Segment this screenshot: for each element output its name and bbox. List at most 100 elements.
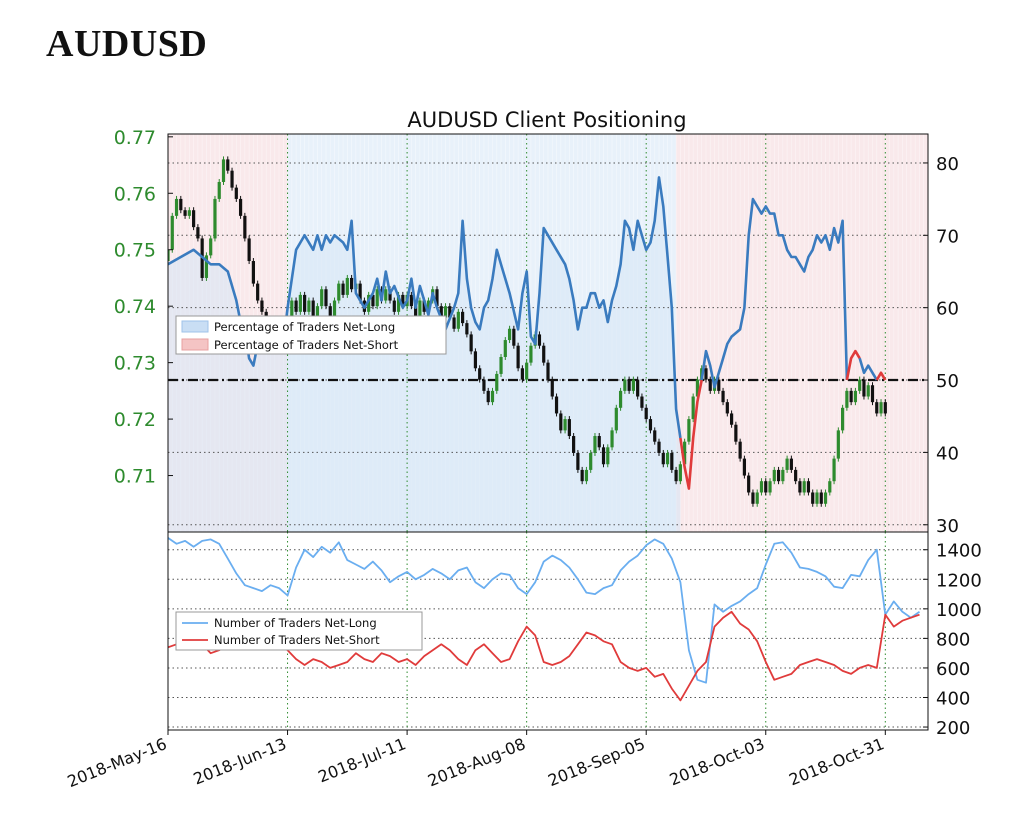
candle-body <box>401 294 405 307</box>
candle-body <box>738 441 742 459</box>
candle-body <box>234 187 238 199</box>
candle-body <box>759 481 764 493</box>
candle-body <box>866 385 870 397</box>
candle-body <box>653 430 657 442</box>
candle-body <box>478 368 482 380</box>
legend-label-net-long: Percentage of Traders Net-Long <box>214 320 395 334</box>
candle-body <box>324 289 328 307</box>
candle-body <box>734 424 738 442</box>
candle-body <box>567 419 571 437</box>
candle-body <box>503 340 507 357</box>
candle-body <box>665 452 670 465</box>
net-long-percentage-line <box>858 357 878 381</box>
candle-body <box>781 469 785 482</box>
candle-body <box>448 306 452 318</box>
candle-body <box>482 379 486 391</box>
candle-body <box>499 356 503 374</box>
candle-body <box>392 300 396 312</box>
x-tick-label: 2018-Jun-13 <box>191 734 289 789</box>
bottom-panel: 1400 1200 1000 800 600 400 200 Number of Trader… <box>167 531 982 739</box>
candle-body <box>841 407 845 431</box>
candle-body <box>290 300 294 324</box>
candle-body <box>618 390 623 408</box>
candle-body <box>845 390 849 408</box>
candle-body <box>815 492 819 504</box>
candle-body <box>559 413 563 431</box>
legend-label-net-long-count: Number of Traders Net-Long <box>214 616 377 630</box>
candle-body <box>610 430 614 448</box>
count-tick-label: 1400 <box>936 541 982 562</box>
count-tick-label: 800 <box>936 629 970 650</box>
candle-body <box>627 379 631 391</box>
candle-body <box>221 159 226 182</box>
x-tick-label: 2018-Oct-31 <box>786 734 887 789</box>
candle-body <box>742 458 747 476</box>
percent-tick-label: 60 <box>936 299 959 320</box>
candle-body <box>439 306 443 318</box>
candle-body <box>858 379 862 391</box>
candle-body <box>589 452 593 470</box>
candle-body <box>678 464 682 482</box>
candle-body <box>537 334 542 346</box>
top-legend: Percentage of Traders Net-Long Percentage… <box>175 315 447 355</box>
candle-body <box>298 294 302 312</box>
candle-body <box>332 300 337 318</box>
candle-body <box>789 458 793 470</box>
candle-body <box>631 379 635 391</box>
candle-body <box>516 345 520 369</box>
candle-body <box>542 345 546 363</box>
candle-body <box>426 300 431 312</box>
candle-body <box>414 306 418 318</box>
candle-body <box>396 294 401 312</box>
candle-body <box>473 351 478 369</box>
percent-tick-label: 40 <box>936 443 959 464</box>
candle-body <box>349 277 354 290</box>
candle-body <box>554 396 559 414</box>
candle-body <box>217 181 221 199</box>
candle-body <box>452 317 456 329</box>
candle-body <box>507 328 512 341</box>
price-tick-label: 0.73 <box>114 353 156 375</box>
bottom-panel-frame <box>167 531 929 731</box>
candle-body <box>192 210 196 228</box>
candle-body <box>311 300 315 318</box>
candle-body <box>776 469 781 482</box>
candle-body <box>238 198 243 216</box>
candle-body <box>341 283 345 295</box>
candle-body <box>303 294 307 312</box>
candle-body <box>435 289 439 307</box>
candle-body <box>764 481 768 493</box>
price-tick-label: 0.74 <box>114 296 156 318</box>
chart-title: AUDUSD Client Positioning <box>407 108 686 132</box>
candle-body <box>725 402 729 414</box>
candle-body <box>597 436 601 448</box>
candle-body <box>337 283 341 301</box>
candle-body <box>836 430 840 459</box>
candle-body <box>418 300 422 318</box>
candle-body <box>179 198 183 211</box>
candle-body <box>729 413 734 425</box>
x-axis: 2018-May-16 2018-Jun-13 2018-Jul-11 2018-Au… <box>65 730 887 791</box>
candle-body <box>580 469 584 482</box>
candle-body <box>644 407 648 420</box>
candle-body <box>717 379 721 391</box>
candle-body <box>187 210 191 216</box>
candle-body <box>614 407 618 431</box>
candle-body <box>853 390 858 403</box>
candle-body <box>465 323 469 335</box>
candle-body <box>623 379 627 391</box>
count-tick-label: 1000 <box>936 600 982 621</box>
candle-body <box>785 458 789 470</box>
candle-body <box>529 345 533 363</box>
candle-body <box>584 469 589 482</box>
net-short-count-line <box>168 610 920 702</box>
candle-body <box>550 379 554 397</box>
candle-body <box>422 300 426 312</box>
x-tick-label: 2018-Oct-03 <box>667 734 768 789</box>
candle-body <box>862 379 866 397</box>
candle-body <box>674 469 678 482</box>
candle-body <box>875 402 879 414</box>
bottom-legend: Number of Traders Net-Long Number of Trad… <box>175 611 423 651</box>
candle-body <box>811 492 815 504</box>
